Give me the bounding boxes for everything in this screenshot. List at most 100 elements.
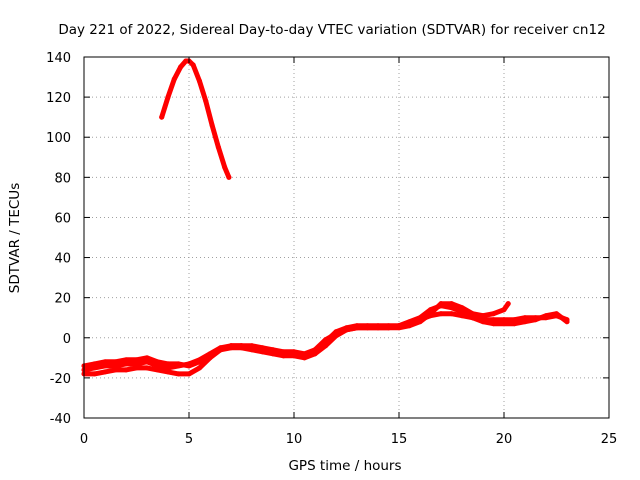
y-tick-label: 0 — [63, 332, 71, 347]
data-point — [501, 321, 507, 327]
data-point — [365, 325, 370, 331]
data-point — [438, 311, 444, 317]
data-point — [228, 343, 234, 349]
y-tick-label: 40 — [54, 252, 71, 267]
data-point — [123, 357, 129, 363]
data-point — [159, 114, 165, 120]
data-point — [222, 164, 228, 170]
y-axis-label: SDTVAR / TECUs — [7, 183, 23, 293]
data-point — [302, 351, 307, 357]
data-point — [533, 317, 538, 323]
data-point — [113, 359, 118, 365]
y-tick-label: 140 — [46, 51, 71, 66]
data-point — [281, 353, 286, 359]
data-point — [165, 361, 171, 367]
data-point — [449, 305, 454, 311]
y-tick-label: 20 — [54, 292, 71, 307]
data-point — [386, 325, 391, 331]
x-tick-label: 0 — [80, 432, 88, 447]
data-point — [491, 311, 496, 317]
data-point — [123, 361, 129, 367]
data-point — [171, 76, 177, 82]
data-point — [302, 355, 307, 361]
data-point — [134, 361, 139, 367]
data-point — [102, 359, 108, 365]
x-tick-label: 10 — [286, 432, 303, 447]
data-point — [270, 347, 276, 353]
x-axis-label: GPS time / hours — [288, 458, 401, 474]
data-point — [396, 323, 402, 329]
data-point — [144, 365, 150, 371]
data-point — [197, 365, 202, 371]
plot-frame — [83, 56, 610, 419]
data-series — [81, 58, 570, 377]
y-tick-label: 80 — [54, 171, 71, 186]
data-point — [134, 365, 139, 371]
data-point — [176, 371, 181, 377]
data-point — [102, 369, 108, 375]
data-point — [203, 98, 209, 104]
data-point — [155, 367, 160, 373]
data-point — [165, 94, 171, 100]
data-point — [522, 319, 528, 325]
data-point — [226, 174, 232, 180]
data-point — [354, 325, 360, 331]
data-point — [323, 337, 328, 343]
data-point — [470, 315, 475, 321]
data-point — [178, 64, 184, 70]
data-point — [438, 303, 444, 309]
data-point — [449, 311, 454, 317]
x-tick-label: 5 — [185, 432, 193, 447]
data-point — [375, 325, 381, 331]
data-point — [312, 347, 318, 353]
data-point — [501, 317, 507, 323]
data-point — [512, 321, 517, 327]
data-point — [543, 313, 549, 319]
series-arc-high — [159, 58, 232, 180]
data-point — [281, 349, 286, 355]
data-point — [428, 307, 433, 313]
data-point — [407, 319, 412, 325]
data-point — [459, 309, 465, 315]
data-point — [190, 62, 196, 68]
data-point — [215, 144, 221, 150]
x-tick-label: 25 — [601, 432, 618, 447]
data-point — [176, 361, 181, 367]
data-point — [144, 355, 150, 361]
data-point — [197, 78, 202, 84]
data-point — [155, 359, 160, 365]
data-point — [92, 361, 97, 367]
data-point — [123, 367, 129, 373]
chart-title: Day 221 of 2022, Sidereal Day-to-day VTE… — [58, 22, 605, 38]
data-point — [155, 363, 160, 369]
y-tick-label: -20 — [50, 372, 71, 387]
data-point — [239, 343, 244, 349]
data-point — [417, 315, 423, 321]
data-point — [323, 343, 328, 349]
data-point — [209, 122, 215, 128]
data-point — [207, 353, 213, 359]
data-point — [102, 363, 108, 369]
data-point — [113, 367, 118, 373]
data-point — [197, 359, 202, 365]
data-point — [92, 371, 97, 377]
y-tick-label: 120 — [46, 91, 71, 106]
data-point — [480, 319, 486, 325]
x-tick-label: 15 — [391, 432, 408, 447]
data-point — [260, 345, 265, 351]
data-point — [249, 343, 255, 349]
data-point — [218, 347, 223, 353]
data-point — [344, 327, 349, 333]
data-point — [501, 307, 507, 313]
data-point — [505, 301, 511, 307]
data-point — [554, 311, 559, 317]
data-point — [491, 321, 496, 327]
y-tick-label: 100 — [46, 131, 71, 146]
y-tick-label: 60 — [54, 211, 71, 226]
data-point — [333, 331, 339, 337]
y-tick-label: -40 — [50, 412, 71, 427]
data-point — [186, 363, 192, 369]
data-point — [134, 357, 139, 363]
data-point — [165, 369, 171, 375]
